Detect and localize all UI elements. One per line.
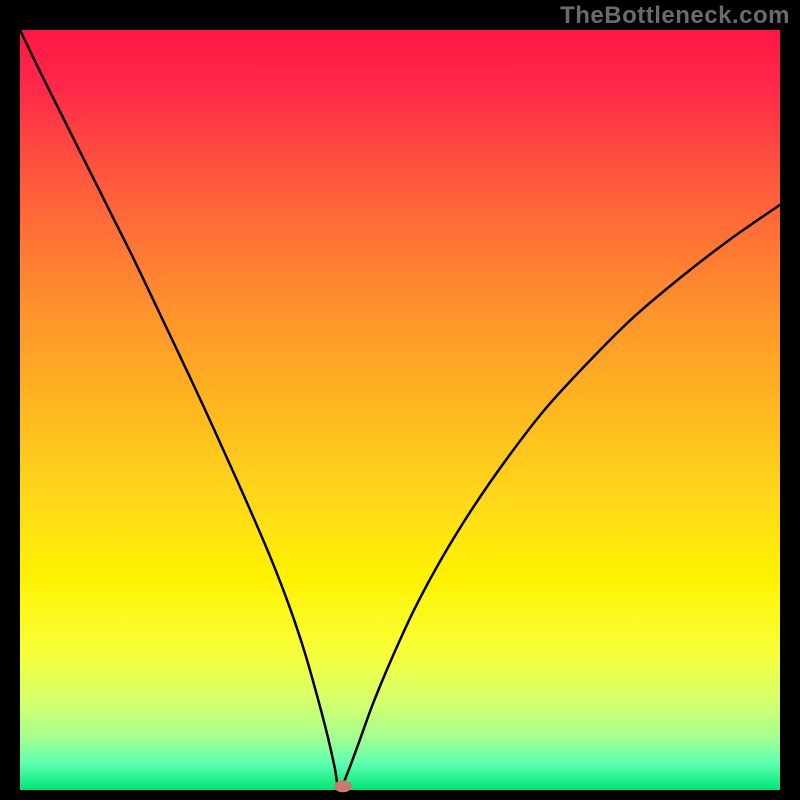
gradient-background [20, 30, 780, 790]
watermark-text: TheBottleneck.com [560, 2, 790, 30]
chart-container: { "watermark": { "text": "TheBottleneck.… [0, 0, 800, 800]
optimum-marker [334, 780, 352, 792]
bottleneck-chart [0, 0, 800, 800]
